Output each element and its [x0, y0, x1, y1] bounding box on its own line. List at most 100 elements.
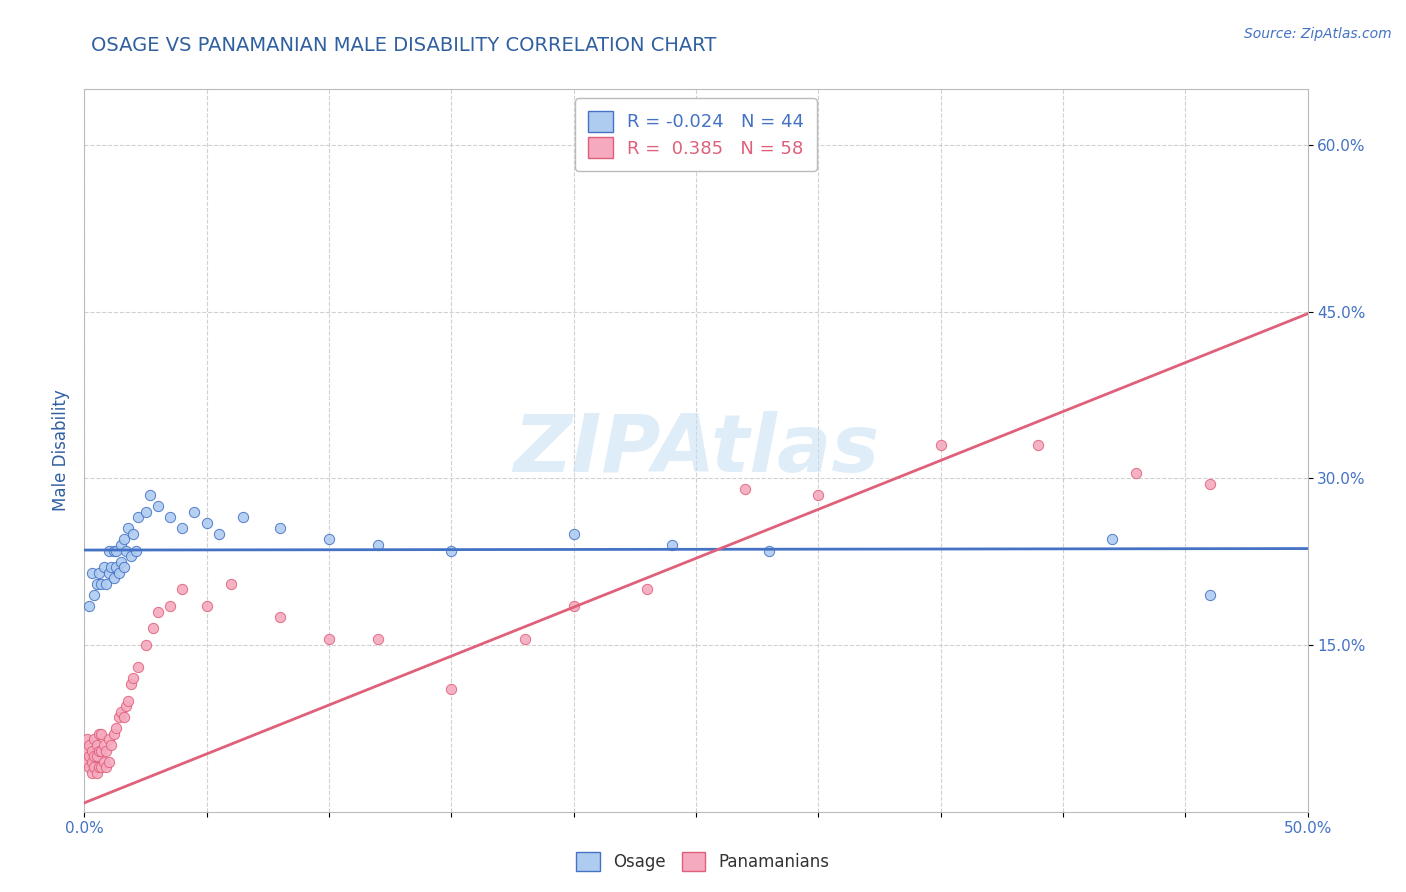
Point	[183, 505, 205, 519]
Point	[195, 516, 218, 530]
Point	[107, 566, 129, 580]
Point	[105, 560, 128, 574]
Point	[125, 543, 148, 558]
Point	[110, 538, 132, 552]
Point	[122, 526, 145, 541]
Point	[80, 743, 103, 757]
Point	[97, 755, 120, 769]
Point	[100, 738, 122, 752]
Point	[117, 521, 139, 535]
Point	[87, 566, 110, 580]
Point	[90, 760, 112, 774]
Point	[122, 671, 145, 685]
Point	[110, 705, 132, 719]
Point	[1028, 438, 1050, 452]
Point	[87, 743, 110, 757]
Point	[86, 738, 108, 752]
Point	[440, 543, 463, 558]
Point	[269, 521, 291, 535]
Point	[734, 483, 756, 497]
Point	[367, 538, 389, 552]
Point	[636, 582, 658, 597]
Y-axis label: Male Disability: Male Disability	[52, 390, 70, 511]
Point	[1198, 476, 1220, 491]
Point	[97, 543, 120, 558]
Point	[105, 722, 128, 736]
Point	[86, 765, 108, 780]
Point	[77, 760, 100, 774]
Point	[117, 693, 139, 707]
Point	[80, 765, 103, 780]
Point	[159, 510, 181, 524]
Point	[86, 577, 108, 591]
Legend: R = -0.024   N = 44, R =  0.385   N = 58: R = -0.024 N = 44, R = 0.385 N = 58	[575, 98, 817, 170]
Point	[807, 488, 830, 502]
Point	[195, 599, 218, 613]
Point	[318, 632, 340, 647]
Point	[87, 760, 110, 774]
Point	[93, 560, 115, 574]
Point	[139, 488, 162, 502]
Point	[80, 566, 103, 580]
Point	[1198, 588, 1220, 602]
Point	[146, 605, 169, 619]
Point	[127, 660, 149, 674]
Point	[1125, 466, 1147, 480]
Point	[142, 621, 165, 635]
Point	[100, 560, 122, 574]
Point	[758, 543, 780, 558]
Point	[83, 732, 105, 747]
Point	[87, 727, 110, 741]
Point	[172, 582, 194, 597]
Point	[135, 505, 157, 519]
Point	[112, 560, 135, 574]
Point	[97, 566, 120, 580]
Point	[105, 543, 128, 558]
Point	[90, 727, 112, 741]
Point	[929, 438, 952, 452]
Point	[120, 677, 142, 691]
Point	[562, 599, 585, 613]
Point	[115, 699, 138, 714]
Point	[77, 599, 100, 613]
Point	[96, 577, 118, 591]
Point	[562, 526, 585, 541]
Point	[96, 760, 118, 774]
Point	[120, 549, 142, 563]
Point	[232, 510, 254, 524]
Point	[513, 632, 536, 647]
Point	[93, 755, 115, 769]
Point	[367, 632, 389, 647]
Point	[97, 732, 120, 747]
Point	[76, 755, 98, 769]
Point	[80, 755, 103, 769]
Point	[661, 538, 683, 552]
Point	[318, 533, 340, 547]
Point	[77, 738, 100, 752]
Point	[86, 749, 108, 764]
Point	[83, 760, 105, 774]
Point	[115, 543, 138, 558]
Point	[172, 521, 194, 535]
Point	[90, 577, 112, 591]
Text: ZIPAtlas: ZIPAtlas	[513, 411, 879, 490]
Point	[1101, 533, 1123, 547]
Point	[76, 743, 98, 757]
Point	[77, 749, 100, 764]
Point	[146, 499, 169, 513]
Point	[135, 638, 157, 652]
Point	[83, 588, 105, 602]
Point	[159, 599, 181, 613]
Point	[110, 555, 132, 569]
Point	[90, 743, 112, 757]
Point	[76, 732, 98, 747]
Point	[103, 543, 125, 558]
Point	[127, 510, 149, 524]
Text: Source: ZipAtlas.com: Source: ZipAtlas.com	[1244, 27, 1392, 41]
Point	[83, 749, 105, 764]
Point	[103, 727, 125, 741]
Point	[208, 526, 231, 541]
Point	[107, 710, 129, 724]
Point	[93, 738, 115, 752]
Point	[269, 610, 291, 624]
